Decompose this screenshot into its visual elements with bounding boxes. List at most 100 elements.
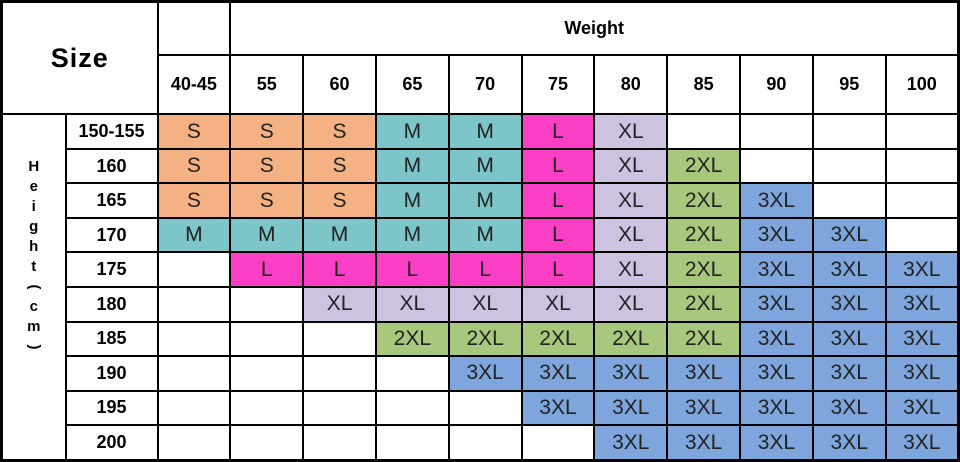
size-cell: XL — [593, 251, 669, 288]
height-axis-char: e — [29, 178, 38, 196]
size-cell: 3XL — [884, 389, 960, 427]
table-row: 185 2XL 2XL 2XL 2XL 2XL 3XL 3XL 3XL — [2, 320, 960, 358]
size-cell: 3XL — [520, 355, 596, 392]
size-cell: 3XL — [811, 286, 887, 323]
size-cell: S — [156, 182, 232, 219]
size-cell: S — [156, 113, 232, 150]
size-cell: 3XL — [739, 355, 814, 392]
size-cell: 3XL — [811, 424, 887, 462]
empty-cell — [884, 182, 960, 219]
size-cell: 3XL — [884, 320, 960, 358]
size-cell: S — [229, 182, 305, 219]
size-cell: XL — [593, 147, 669, 185]
weight-col-header: 90 — [739, 53, 814, 116]
weight-header: Weight — [229, 0, 960, 56]
size-cell: 3XL — [593, 355, 669, 392]
size-cell: 3XL — [666, 355, 741, 392]
table-row: 190 3XL 3XL 3XL 3XL 3XL 3XL 3XL — [2, 355, 960, 392]
empty-cell — [156, 355, 232, 392]
size-cell: L — [374, 251, 450, 288]
empty-cell — [156, 320, 232, 358]
size-cell: 3XL — [884, 355, 960, 392]
size-cell: L — [302, 251, 377, 288]
size-cell: 2XL — [666, 286, 741, 323]
empty-cell — [229, 320, 305, 358]
empty-cell — [302, 355, 377, 392]
size-cell: 3XL — [811, 389, 887, 427]
size-cell: L — [447, 251, 523, 288]
size-cell: S — [302, 182, 377, 219]
size-cell: 3XL — [811, 251, 887, 288]
height-row-header: 180 — [64, 286, 159, 323]
height-row-header: 150-155 — [64, 113, 159, 150]
weight-col-header: 70 — [447, 53, 523, 116]
size-cell: 3XL — [739, 320, 814, 358]
empty-cell — [302, 320, 377, 358]
size-cell: M — [447, 216, 523, 254]
size-cell: 2XL — [666, 251, 741, 288]
height-axis-char: i — [31, 198, 36, 216]
size-cell: L — [520, 216, 596, 254]
empty-cell — [229, 355, 305, 392]
size-cell: 3XL — [593, 424, 669, 462]
size-header: Size — [0, 0, 159, 116]
height-axis-char: h — [29, 238, 39, 256]
size-cell: S — [302, 147, 377, 185]
size-cell: 3XL — [447, 355, 523, 392]
empty-cell — [302, 389, 377, 427]
height-row-header: 200 — [64, 424, 159, 462]
size-cell: 3XL — [593, 389, 669, 427]
size-cell: 3XL — [811, 355, 887, 392]
empty-cell — [374, 424, 450, 462]
empty-header-cell — [156, 0, 232, 56]
size-cell: 2XL — [666, 320, 741, 358]
empty-cell — [811, 182, 887, 219]
weight-col-header: 65 — [374, 53, 450, 116]
height-axis-char: m — [27, 318, 41, 336]
size-cell: M — [374, 113, 450, 150]
size-cell: XL — [374, 286, 450, 323]
size-cell: 3XL — [739, 424, 814, 462]
size-cell: 3XL — [520, 389, 596, 427]
empty-cell — [302, 424, 377, 462]
size-cell: L — [520, 113, 596, 150]
empty-cell — [229, 286, 305, 323]
height-row-header: 160 — [64, 147, 159, 185]
size-cell: 2XL — [520, 320, 596, 358]
height-row-header: 190 — [64, 355, 159, 392]
size-cell: XL — [593, 182, 669, 219]
weight-col-header: 95 — [811, 53, 887, 116]
size-cell: M — [374, 182, 450, 219]
table-row: 170 M M M M M L XL 2XL 3XL 3XL — [2, 216, 960, 254]
weight-col-header: 100 — [884, 53, 960, 116]
weight-col-header: 85 — [666, 53, 741, 116]
size-cell: 3XL — [666, 389, 741, 427]
size-cell: M — [302, 216, 377, 254]
size-cell: M — [447, 113, 523, 150]
table-row: 200 3XL 3XL 3XL 3XL 3XL — [2, 424, 960, 462]
height-axis-char: c — [29, 298, 38, 316]
height-axis-char: ) — [25, 344, 43, 350]
size-cell: M — [229, 216, 305, 254]
height-row-header: 195 — [64, 389, 159, 427]
table-row: 165 S S S M M L XL 2XL 3XL — [2, 182, 960, 219]
size-cell: L — [520, 147, 596, 185]
size-cell: 3XL — [884, 251, 960, 288]
height-axis-char: H — [28, 158, 40, 176]
empty-cell — [739, 147, 814, 185]
size-cell: S — [156, 147, 232, 185]
empty-cell — [739, 113, 814, 150]
size-cell: XL — [593, 216, 669, 254]
empty-cell — [156, 251, 232, 288]
empty-cell — [884, 147, 960, 185]
size-cell: L — [229, 251, 305, 288]
empty-cell — [156, 286, 232, 323]
size-cell: 3XL — [739, 216, 814, 254]
weight-col-header: 60 — [302, 53, 377, 116]
empty-cell — [520, 424, 596, 462]
table-row: 180 XL XL XL XL XL 2XL 3XL 3XL 3XL — [2, 286, 960, 323]
size-cell: M — [156, 216, 232, 254]
size-cell: S — [229, 113, 305, 150]
